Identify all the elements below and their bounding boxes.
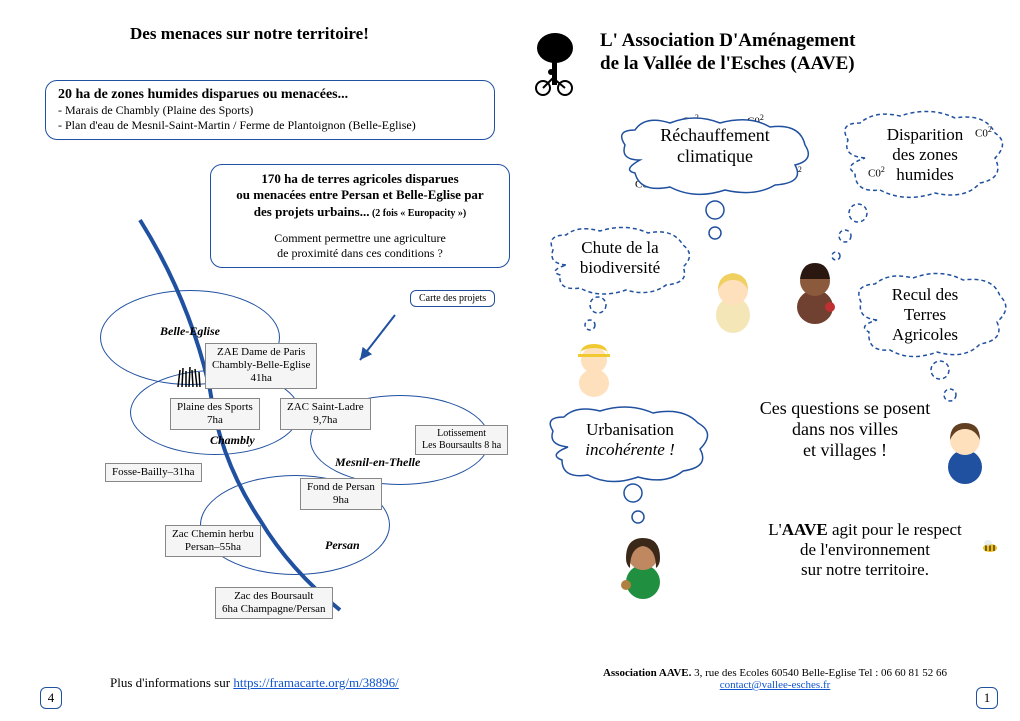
label-chambly: Chambly xyxy=(210,433,255,448)
page-number-1: 1 xyxy=(976,687,998,709)
page-number-4: 4 xyxy=(40,687,62,709)
proj-zac-chemin: Zac Chemin herbu Persan–55ha xyxy=(165,525,261,557)
left-title: Des menaces sur notre territoire! xyxy=(130,24,369,44)
proj-lotissement: Lotissement Les Boursaults 8 ha xyxy=(415,425,508,455)
agricole-box: 170 ha de terres agricoles disparues ou … xyxy=(210,164,510,268)
cloud-recul: Recul des Terres Agricoles xyxy=(860,285,990,345)
label-persan: Persan xyxy=(325,538,360,553)
cloud-rechauffement: Réchauffement climatique xyxy=(620,125,810,167)
agricole-l1: 170 ha de terres agricoles disparues xyxy=(223,171,497,187)
questions-text: Ces questions se posent dans nos villes … xyxy=(685,398,1005,461)
agricole-q1: Comment permettre une agriculture xyxy=(223,231,497,246)
wetlands-box: 20 ha de zones humides disparues ou mena… xyxy=(45,80,495,140)
proj-plaine: Plaine des Sports 7ha xyxy=(170,398,260,430)
wetlands-line1: - Marais de Chambly (Plaine des Sports) xyxy=(58,103,482,118)
cloud-biodiv: Chute de la biodiversité xyxy=(550,238,690,278)
aave-logo-icon xyxy=(525,30,585,100)
proj-fosse: Fosse-Bailly–31ha xyxy=(105,463,202,482)
label-belle-eglise: Belle-Eglise xyxy=(160,324,220,339)
wetlands-line2: - Plan d'eau de Mesnil-Saint-Martin / Fe… xyxy=(58,118,482,133)
footer-left: Plus d'informations sur https://framacar… xyxy=(110,675,399,691)
person-icon xyxy=(572,338,616,398)
reeds-icon xyxy=(175,365,205,390)
proj-zae: ZAE Dame de Paris Chambly-Belle-Eglise 4… xyxy=(205,343,317,389)
right-page: L' Association D'Aménagement de la Vallé… xyxy=(510,0,1020,721)
contact-link[interactable]: contact@vallee-esches.fr xyxy=(720,679,831,691)
proj-zac-boursault: Zac des Boursault 6ha Champagne/Persan xyxy=(215,587,333,619)
agricole-l2: ou menacées entre Persan et Belle-Eglise… xyxy=(223,187,497,203)
arrow-icon xyxy=(350,310,410,370)
framacarte-link[interactable]: https://framacarte.org/m/38896/ xyxy=(233,675,398,690)
label-mesnil: Mesnil-en-Thelle xyxy=(335,455,420,470)
agricole-q2: de proximité dans ces conditions ? xyxy=(223,246,497,261)
carte-button[interactable]: Carte des projets xyxy=(410,290,495,307)
proj-zac-saint: ZAC Saint-Ladre 9,7ha xyxy=(280,398,371,430)
cloud-disparition: Disparition des zones humides xyxy=(850,125,1000,185)
wetlands-title: 20 ha de zones humides disparues ou mena… xyxy=(58,87,482,103)
footer-right: Association AAVE. 3, rue des Ecoles 6054… xyxy=(560,667,990,691)
aave-action-text: L'AAVE agit pour le respect de l'environ… xyxy=(715,520,1015,580)
proj-fond: Fond de Persan 9ha xyxy=(300,478,382,510)
person-icon xyxy=(618,530,668,600)
person-icon xyxy=(790,255,840,325)
org-title: L' Association D'Aménagement de la Vallé… xyxy=(600,30,855,76)
left-page: Des menaces sur notre territoire! 20 ha … xyxy=(0,0,510,721)
person-icon xyxy=(708,265,758,335)
agricole-l3: des projets urbains... (2 fois « Europac… xyxy=(223,203,497,221)
